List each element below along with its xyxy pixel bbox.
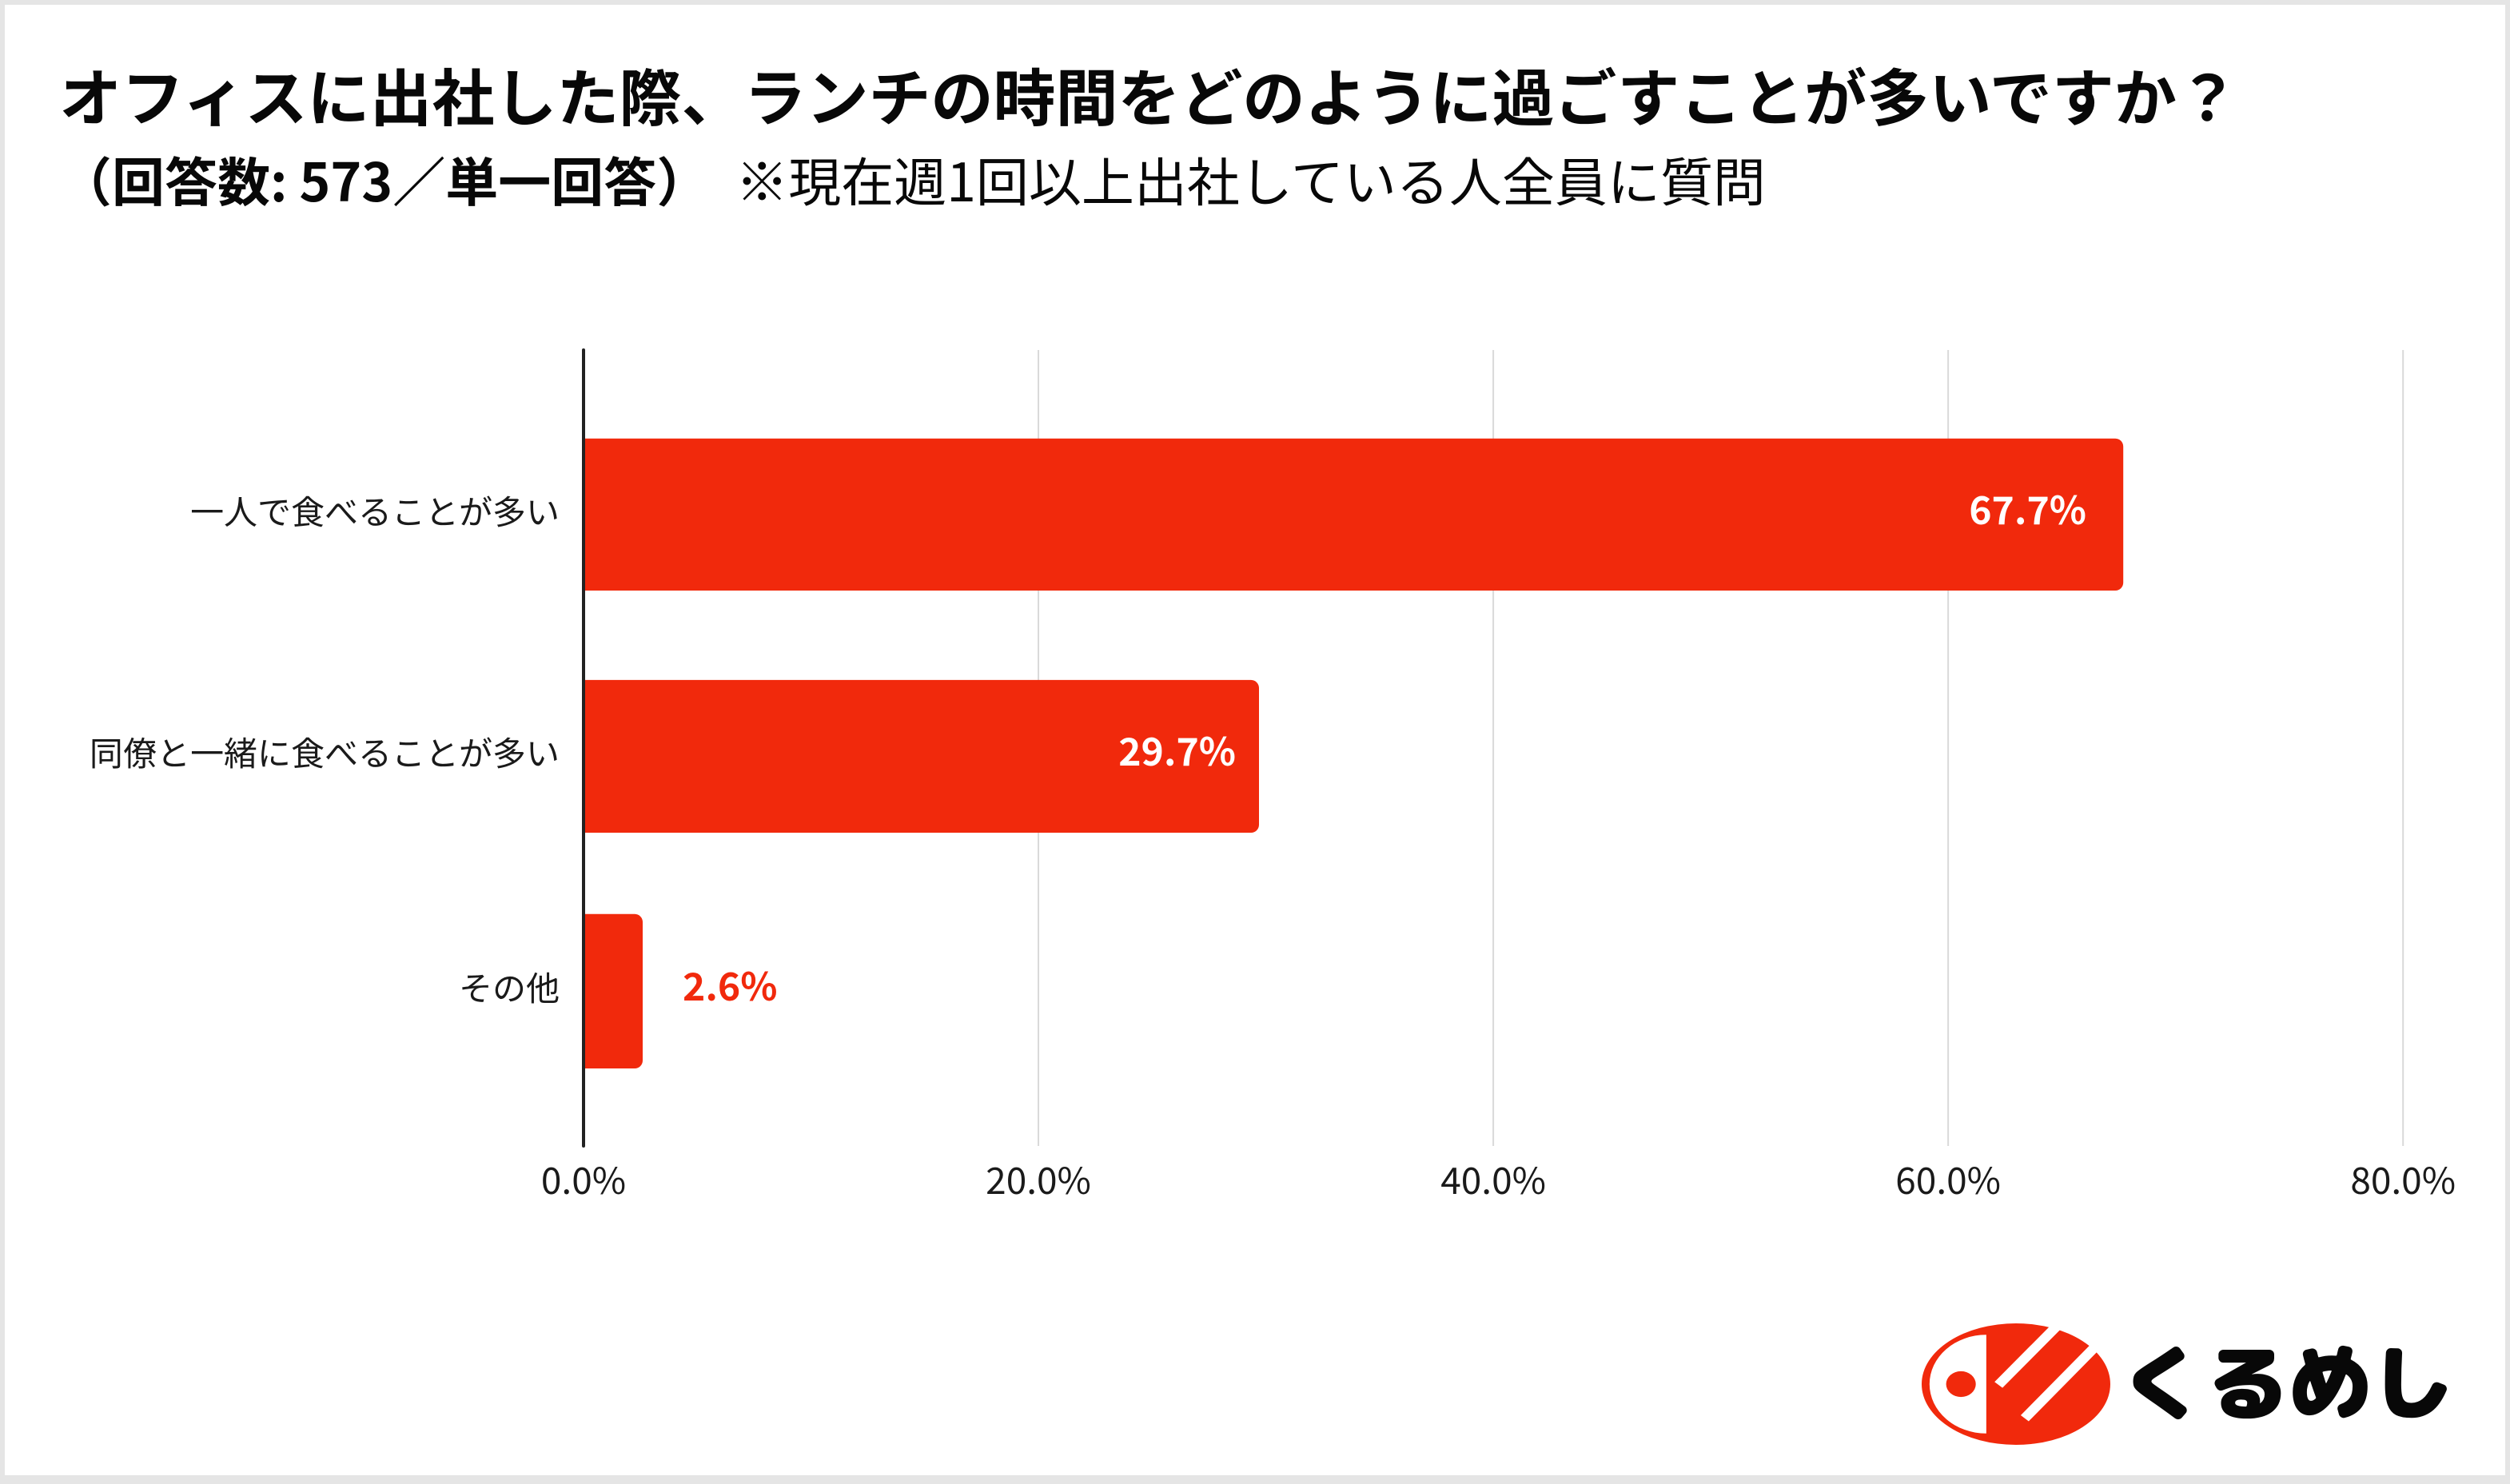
svg-text:一人で食べることが多い: 一人で食べることが多い — [190, 486, 560, 535]
svg-text:67.7%: 67.7% — [1969, 479, 2086, 535]
svg-text:60.0%: 60.0% — [1895, 1152, 2001, 1205]
svg-text:0.0%: 0.0% — [541, 1152, 626, 1205]
svg-text:29.7%: 29.7% — [1118, 721, 1236, 777]
svg-text:40.0%: 40.0% — [1440, 1152, 1546, 1205]
svg-text:80.0%: 80.0% — [2350, 1152, 2456, 1205]
svg-text:くるめし: くるめし — [2122, 1324, 2455, 1440]
svg-text:2.6%: 2.6% — [683, 956, 777, 1012]
svg-text:その他: その他 — [459, 962, 560, 1011]
svg-text:同僚と一緒に食べることが多い: 同僚と一緒に食べることが多い — [90, 727, 560, 776]
svg-text:20.0%: 20.0% — [986, 1152, 1091, 1205]
